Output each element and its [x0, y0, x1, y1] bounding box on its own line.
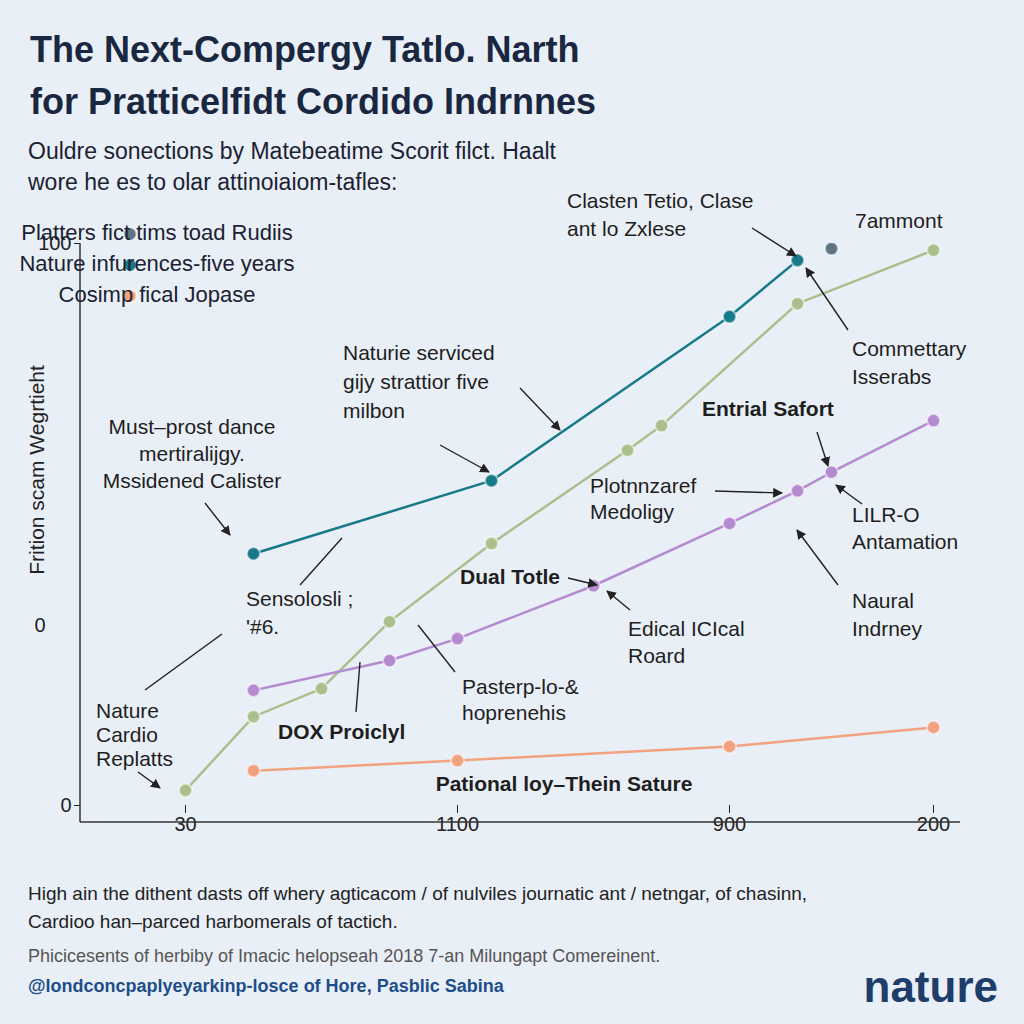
- svg-text:0: 0: [60, 794, 71, 816]
- svg-text:7ammont: 7ammont: [855, 209, 943, 232]
- svg-text:Pasterp-lo-&hoprenehis: Pasterp-lo-&hoprenehis: [462, 675, 579, 724]
- svg-text:NauralIndrney: NauralIndrney: [852, 589, 923, 640]
- svg-text:CommettaryIsserabs: CommettaryIsserabs: [852, 337, 967, 388]
- svg-text:Sensolosli ;'#6.: Sensolosli ;'#6.: [246, 587, 353, 638]
- html-text:nature: nature: [863, 962, 998, 1011]
- svg-text:900: 900: [713, 813, 746, 835]
- svg-text:Platters fict tims toad Rudiis: Platters fict tims toad Rudiis: [21, 220, 292, 245]
- svg-text:30: 30: [174, 813, 196, 835]
- html-text:Ouldre sonections by Matebeati: Ouldre sonections by Matebeatime Scorit …: [28, 138, 556, 164]
- svg-text:200: 200: [917, 813, 950, 835]
- svg-text:Entrial Safort: Entrial Safort: [702, 397, 834, 420]
- html-text:The Next-Compergy Tatlo. Narth: The Next-Compergy Tatlo. Narth: [30, 29, 580, 70]
- svg-text:DOX Proiclyl: DOX Proiclyl: [278, 720, 405, 743]
- svg-text:Edical ICIcalRoard: Edical ICIcalRoard: [628, 617, 745, 667]
- svg-text:PlotnnzarefMedoligy: PlotnnzarefMedoligy: [590, 474, 696, 523]
- html-text:@londconcpaplyeyarkinp-losce o: @londconcpaplyeyarkinp-losce of Hore, Pa…: [28, 976, 504, 996]
- html-text:wore he es to olar attinoiaiom: wore he es to olar attinoiaiom-tafles:: [28, 169, 398, 195]
- html-text:Phicicesents of herbiby of Ima: Phicicesents of herbiby of Imacic helops…: [28, 946, 661, 966]
- svg-text:Dual Totle: Dual Totle: [460, 565, 560, 588]
- svg-text:NatureCardioReplatts: NatureCardioReplatts: [96, 699, 173, 770]
- svg-text:Nature infurences-five years: Nature infurences-five years: [19, 251, 294, 276]
- svg-text:LILR-OAntamation: LILR-OAntamation: [852, 503, 958, 553]
- html-text:High ain the dithent dasts off: High ain the dithent dasts off whery agt…: [28, 883, 808, 904]
- html-text:for Pratticelfidt Cordido Indr: for Pratticelfidt Cordido Indrnnes: [30, 81, 596, 122]
- svg-text:Pational loy–Thein Sature: Pational loy–Thein Sature: [436, 772, 693, 795]
- html-text:Cardioo han–parced harbomerals: Cardioo han–parced harbomerals of tactic…: [28, 911, 398, 932]
- svg-text:0: 0: [34, 614, 45, 636]
- svg-text:Clasten Tetio, Claseant lo Zxl: Clasten Tetio, Claseant lo Zxlese: [567, 189, 753, 240]
- svg-text:1100: 1100: [436, 813, 479, 835]
- svg-text:Naturie servicedgijy strattior: Naturie servicedgijy strattior fivemilbo…: [343, 341, 495, 422]
- svg-text:Cosimp fical Jopase: Cosimp fical Jopase: [59, 282, 256, 307]
- svg-text:Frition scam Wegrtieht: Frition scam Wegrtieht: [25, 365, 48, 575]
- svg-text:Must–prost dancemertiralijgy.M: Must–prost dancemertiralijgy.Mssidened C…: [103, 415, 282, 492]
